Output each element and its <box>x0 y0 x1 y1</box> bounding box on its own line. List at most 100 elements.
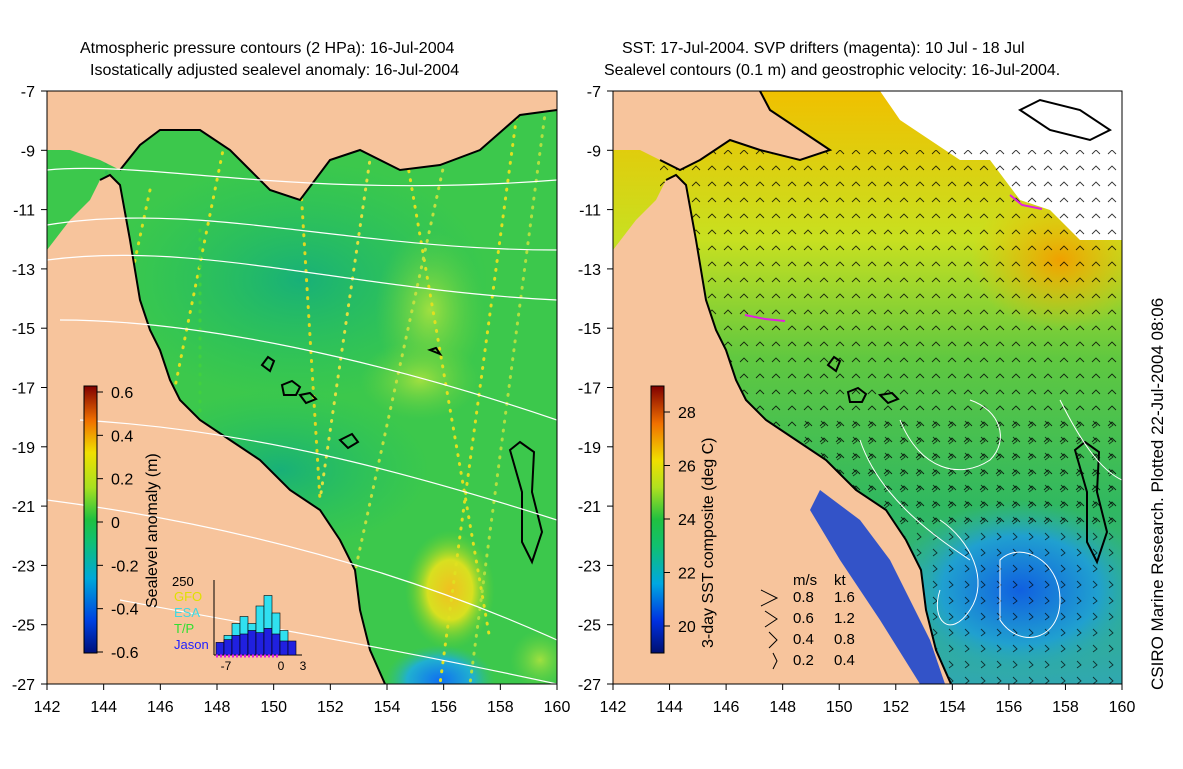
x-tick-label: 142 <box>34 699 61 716</box>
colorbar-tick-label: 22 <box>678 566 696 583</box>
coastline <box>99 173 386 684</box>
x-tick-label: 160 <box>1109 699 1136 716</box>
velocity-key-kt: 0.8 <box>834 631 855 648</box>
positive-anomaly-region <box>510 630 557 684</box>
y-tick-label: -11 <box>13 203 35 220</box>
x-tick-label: 152 <box>317 699 344 716</box>
y-tick-label: -19 <box>12 440 35 457</box>
sst-colorbar-label: 3-day SST composite (deg C) <box>700 438 717 648</box>
x-tick-label: 146 <box>713 699 740 716</box>
new-guinea-landmass <box>47 91 557 200</box>
y-tick-label: -7 <box>21 84 35 101</box>
x-tick-label: 156 <box>996 699 1023 716</box>
y-tick-label: -21 <box>578 499 601 516</box>
colorbar-tick-label: -0.4 <box>111 602 139 619</box>
y-tick-label: -7 <box>587 84 601 101</box>
velocity-key-ms: 0.2 <box>793 652 814 669</box>
y-tick-label: -9 <box>21 143 35 160</box>
colorbar-tick-label: 0.6 <box>111 385 133 402</box>
histogram-legend-entry: Jason <box>174 637 209 652</box>
colorbar-tick-label: 26 <box>678 459 696 476</box>
colorbar-tick-label: 24 <box>678 512 696 529</box>
x-tick-label: 156 <box>430 699 457 716</box>
velocity-key-ms: 0.4 <box>793 631 814 648</box>
y-tick-label: -23 <box>12 558 35 575</box>
histogram-x-ticks: -7 0 3 <box>221 659 307 673</box>
right-x-axis: 142 144 146 148 150 152 154 156 158 160 <box>600 684 1136 716</box>
x-tick-label: 142 <box>600 699 627 716</box>
colorbar-tick-label: 0.4 <box>111 428 133 445</box>
pressure-contours <box>47 167 557 684</box>
velocity-key-kt: 1.6 <box>834 589 855 606</box>
sealevel-contours <box>859 399 1122 638</box>
y-tick-label: -25 <box>578 618 601 635</box>
histogram-legend-entry: ESA <box>174 605 200 620</box>
y-tick-label: -25 <box>12 618 35 635</box>
histogram-x-tick-label: 0 <box>278 659 285 673</box>
sealevel-colorbar-ticks: 0.6 0.4 0.2 0 -0.2 -0.4 -0.6 <box>97 385 139 662</box>
x-tick-label: 148 <box>204 699 231 716</box>
y-tick-label: -17 <box>578 381 601 398</box>
left-x-axis: 142 144 146 148 150 152 154 156 158 160 <box>34 684 570 716</box>
y-tick-label: -27 <box>578 677 601 694</box>
velocity-key-kt: 1.2 <box>834 610 855 627</box>
x-tick-label: 148 <box>769 699 796 716</box>
sst-colorbar <box>650 385 665 654</box>
y-tick-label: -11 <box>579 203 601 220</box>
histogram-x-tick-label: -7 <box>221 659 232 673</box>
y-tick-label: -17 <box>12 381 35 398</box>
y-tick-label: -23 <box>578 558 601 575</box>
svp-drifter-tracks <box>744 194 1043 322</box>
y-tick-label: -21 <box>12 499 35 516</box>
colorbar-tick-label: 20 <box>678 619 696 636</box>
right-title-line2: Sealevel contours (0.1 m) and geostrophi… <box>604 62 1061 79</box>
histogram-legend-entry: T/P <box>174 621 194 636</box>
velocity-key-header-kt: kt <box>834 572 847 589</box>
x-tick-label: 144 <box>90 699 117 716</box>
reef-outlines <box>826 98 1112 565</box>
right-title-line1: SST: 17-Jul-2004. SVP drifters (magenta)… <box>622 40 1025 57</box>
colorbar-tick-label: 0.2 <box>111 472 133 489</box>
velocity-key-header-ms: m/s <box>793 572 817 589</box>
coastline <box>665 173 952 684</box>
new-guinea-landmass <box>613 91 830 170</box>
y-tick-label: -15 <box>12 321 35 338</box>
x-tick-label: 150 <box>826 699 853 716</box>
x-tick-label: 144 <box>656 699 683 716</box>
colorbar-tick-label: 28 <box>678 405 696 422</box>
x-tick-label: 154 <box>374 699 401 716</box>
velocity-key-arrow <box>764 610 778 628</box>
cool-coastal-water <box>810 490 945 684</box>
high-anomaly-eddy <box>405 530 495 650</box>
positive-anomaly-region <box>360 340 480 420</box>
y-tick-label: -9 <box>587 143 601 160</box>
histogram-ymax-label: 250 <box>172 574 194 589</box>
y-tick-label: -27 <box>12 677 35 694</box>
velocity-key-ms: 0.6 <box>793 610 814 627</box>
velocity-key: m/s kt 0.8 1.6 0.6 1.2 0.4 0.8 0.2 0.4 <box>760 572 855 670</box>
histogram-legend-entry: GFO <box>174 589 202 604</box>
right-y-axis: -7 -9 -11 -13 -15 -17 -19 -21 -23 -25 -27 <box>578 84 613 694</box>
x-tick-label: 146 <box>147 699 174 716</box>
velocity-key-arrow <box>772 652 778 670</box>
coastline <box>659 91 833 172</box>
y-tick-label: -15 <box>578 321 601 338</box>
credit-text: CSIRO Marine Research. Plotted 22-Jul-20… <box>1148 297 1167 690</box>
x-tick-label: 154 <box>939 699 966 716</box>
x-tick-label: 158 <box>487 699 514 716</box>
colorbar-tick-label: -0.2 <box>111 558 139 575</box>
colorbar-tick-label: 0 <box>111 515 120 532</box>
sealevel-colorbar <box>83 385 98 654</box>
velocity-key-arrow <box>768 631 778 649</box>
left-title-line1: Atmospheric pressure contours (2 HPa): 1… <box>80 40 455 57</box>
histogram-bars <box>215 595 297 658</box>
sealevel-colorbar-label: Sealevel anomaly (m) <box>144 453 161 608</box>
y-tick-label: -19 <box>578 440 601 457</box>
velocity-key-arrow <box>760 589 779 607</box>
velocity-key-ms: 0.8 <box>793 589 814 606</box>
y-tick-label: -13 <box>12 262 35 279</box>
